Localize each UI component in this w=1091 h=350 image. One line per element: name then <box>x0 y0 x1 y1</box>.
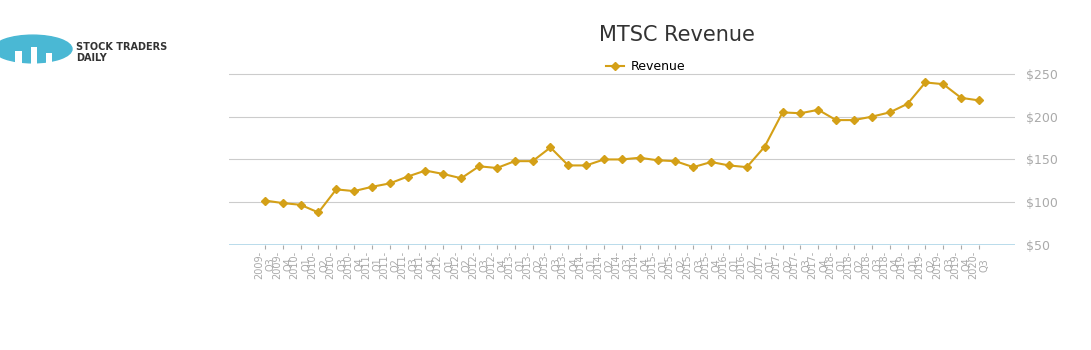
Text: STOCK TRADERS: STOCK TRADERS <box>76 42 168 52</box>
Legend: Revenue: Revenue <box>601 55 691 78</box>
Title: MTSC Revenue: MTSC Revenue <box>599 26 755 46</box>
FancyBboxPatch shape <box>31 47 37 74</box>
FancyBboxPatch shape <box>46 53 52 68</box>
Text: DAILY: DAILY <box>76 53 107 63</box>
FancyBboxPatch shape <box>15 51 22 70</box>
Circle shape <box>0 35 72 63</box>
